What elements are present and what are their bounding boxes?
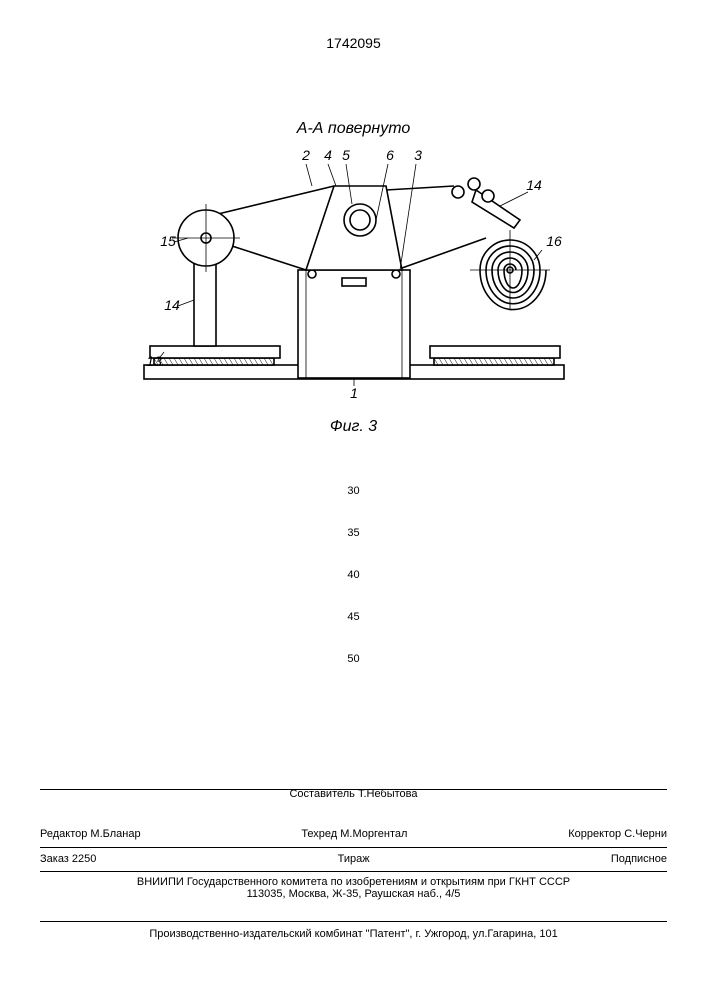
diagram-figure: 245 6 3 14 16 15 14 13 1: [84, 120, 624, 405]
korrektor: Корректор С.Черни: [568, 828, 667, 840]
line-numbers: 30 35 40 45 50: [347, 470, 359, 680]
line-num: 35: [347, 512, 359, 554]
tirage: Тираж: [338, 853, 370, 865]
line-num: 30: [347, 470, 359, 512]
doc-number: 1742095: [326, 35, 381, 51]
vniipi-line2: 113035, Москва, Ж-35, Раушская наб., 4/5: [247, 888, 461, 900]
line-num: 40: [347, 554, 359, 596]
svg-text:14: 14: [164, 297, 180, 313]
svg-text:4: 4: [324, 147, 332, 163]
line-num: 45: [347, 596, 359, 638]
order: Заказ 2250: [40, 853, 96, 865]
compiler-credit: Составитель Т.Небытова: [40, 788, 667, 800]
svg-text:1: 1: [350, 385, 358, 400]
figure-label: Фиг. 3: [330, 418, 377, 436]
svg-text:5: 5: [342, 147, 350, 163]
svg-text:13: 13: [146, 353, 162, 369]
podpisnoe: Подписное: [611, 853, 667, 865]
divider: [40, 871, 667, 872]
divider: [40, 921, 667, 922]
svg-text:6: 6: [386, 147, 394, 163]
order-row: Заказ 2250 Тираж Подписное: [40, 853, 667, 865]
printer-line: Производственно-издательский комбинат "П…: [40, 928, 667, 940]
svg-text:3: 3: [414, 147, 422, 163]
editor: Редактор М.Бланар: [40, 828, 141, 840]
divider: [40, 847, 667, 848]
vniipi-line1: ВНИИПИ Государственного комитета по изоб…: [137, 876, 570, 888]
svg-text:2: 2: [301, 147, 310, 163]
techred: Техред М.Моргентал: [301, 828, 407, 840]
svg-text:15: 15: [160, 233, 176, 249]
credits-row: Редактор М.Бланар Техред М.Моргентал Кор…: [40, 828, 667, 840]
svg-text:14: 14: [526, 177, 542, 193]
vniipi-block: ВНИИПИ Государственного комитета по изоб…: [40, 876, 667, 900]
svg-text:16: 16: [546, 233, 562, 249]
line-num: 50: [347, 638, 359, 680]
